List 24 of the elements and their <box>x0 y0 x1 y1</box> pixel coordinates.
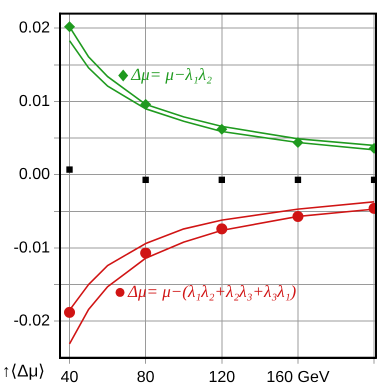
point <box>142 176 149 184</box>
point <box>216 223 228 234</box>
x-tick-label: 40 <box>60 368 79 386</box>
point <box>64 306 76 318</box>
y-tick-label: 0.01 <box>18 92 50 110</box>
point <box>292 136 304 148</box>
x-tick-label: 160 GeV <box>266 368 330 386</box>
legend-label: Δμ= μ−(λ₁λ₂+λ₂λ₃+λ₃λ₁) <box>127 282 297 301</box>
x-tick-label: 120 <box>208 368 236 386</box>
point <box>294 176 302 184</box>
point <box>292 210 304 222</box>
x-tick-label: 80 <box>136 368 155 386</box>
point <box>218 176 225 184</box>
y-axis-title: ↑⟨Δμ⟩ <box>2 361 45 380</box>
y-tick-label: -0.01 <box>14 239 50 256</box>
legend-label: Δμ= μ−λ₁λ₂ <box>130 65 212 84</box>
y-tick-label: 0.02 <box>18 20 50 37</box>
point <box>66 166 73 173</box>
y-tick-label: -0.02 <box>14 312 50 330</box>
point <box>140 98 152 110</box>
y-tick-label: 0.00 <box>18 166 50 184</box>
point <box>140 248 152 259</box>
point <box>216 124 228 135</box>
point <box>64 21 76 32</box>
